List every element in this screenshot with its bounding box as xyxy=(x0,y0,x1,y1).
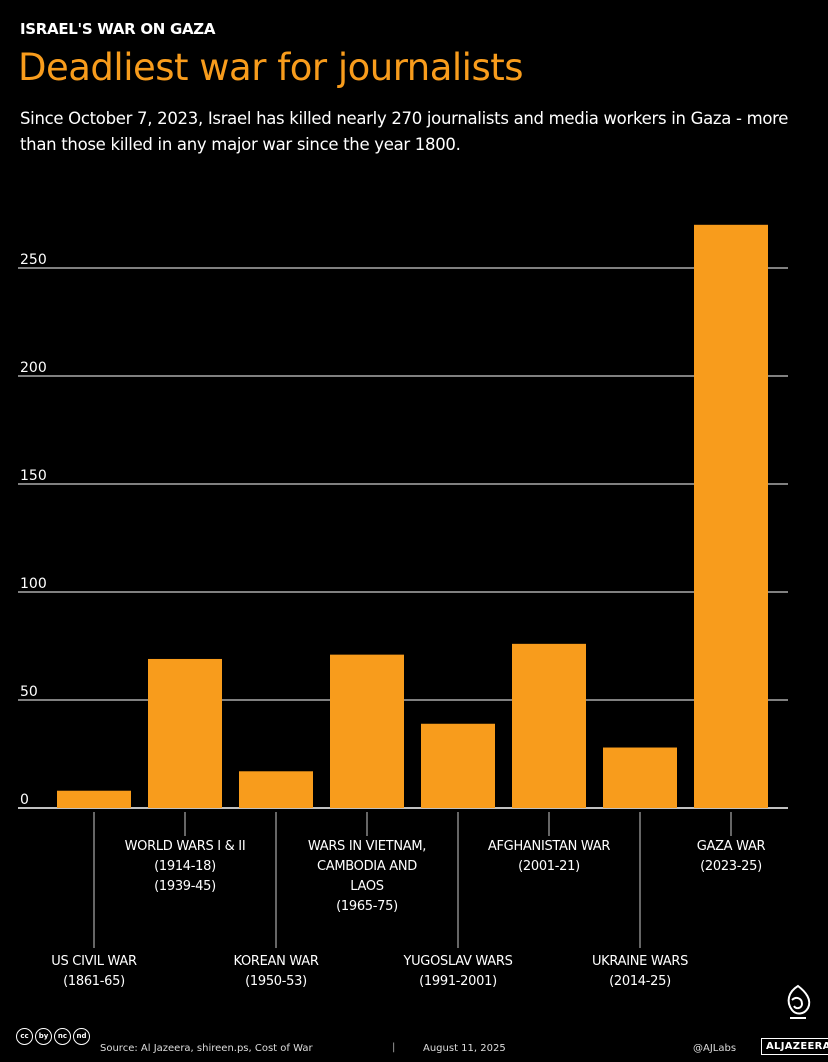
category-label-line: (2023-25) xyxy=(700,859,762,874)
category-label: WARS IN VIETNAM, CAMBODIA AND LAOS (1965-75… xyxy=(308,839,426,914)
y-tick-label: 50 xyxy=(20,684,38,700)
al-jazeera-logo-icon xyxy=(787,984,811,1019)
brand-label: ALJAZEERA xyxy=(761,1038,828,1055)
category-label-line: (1861-65) xyxy=(63,974,125,989)
category-label-line: (2001-21) xyxy=(518,859,580,874)
category-label: GAZA WAR (2023-25) xyxy=(697,839,766,874)
category-label-line: AFGHANISTAN WAR xyxy=(488,839,610,854)
cc-icon: cc xyxy=(16,1028,33,1045)
bar xyxy=(421,723,495,808)
y-tick-label: 250 xyxy=(20,252,47,268)
y-tick-label: 100 xyxy=(20,576,47,592)
category-label: YUGOSLAV WARS (1991-2001) xyxy=(402,954,512,989)
category-label-line: WARS IN VIETNAM, xyxy=(308,839,426,854)
y-tick-label: 0 xyxy=(20,792,29,808)
category-label: UKRAINE WARS (2014-25) xyxy=(592,954,688,989)
category-label-line: UKRAINE WARS xyxy=(592,954,688,969)
y-tick-label: 200 xyxy=(20,360,47,376)
category-label: WORLD WARS I & II (1914-18) (1939-45) xyxy=(125,839,246,894)
category-label-line: KOREAN WAR xyxy=(233,954,318,969)
bar xyxy=(603,747,677,808)
category-label-line: (2014-25) xyxy=(609,974,671,989)
category-label-line: (1991-2001) xyxy=(419,974,497,989)
handle-text: @AJLabs xyxy=(693,1043,737,1054)
license-icons: cc by nc nd xyxy=(16,1028,90,1045)
y-tick-label: 150 xyxy=(20,468,47,484)
category-label-line: YUGOSLAV WARS xyxy=(402,954,512,969)
bar xyxy=(57,790,131,808)
nd-icon: nd xyxy=(73,1028,90,1045)
category-label-line: WORLD WARS I & II xyxy=(125,839,246,854)
bar xyxy=(694,224,768,809)
bar xyxy=(330,654,404,808)
source-text: Source: Al Jazeera, shireen.ps, Cost of … xyxy=(100,1043,313,1054)
category-label-line: (1965-75) xyxy=(336,899,398,914)
bar xyxy=(512,643,586,808)
category-label-line: CAMBODIA AND xyxy=(317,859,417,874)
category-label-line: (1950-53) xyxy=(245,974,307,989)
category-label-line: LAOS xyxy=(350,879,384,894)
bar-chart: 0 50 100 150 200 250 US CIVIL WAR (1861-65) WORL… xyxy=(18,224,788,989)
nc-icon: nc xyxy=(54,1028,71,1045)
separator: | xyxy=(392,1042,396,1053)
chart-subtitle: Since October 7, 2023, Israel has killed… xyxy=(20,109,789,154)
category-label-line: GAZA WAR xyxy=(697,839,766,854)
date-text: August 11, 2025 xyxy=(423,1043,506,1054)
bar xyxy=(239,771,313,808)
footer: cc by nc nd Source: Al Jazeera, shireen.… xyxy=(0,984,828,1062)
category-label-line: (1914-18) xyxy=(154,859,216,874)
category-label-line: US CIVIL WAR xyxy=(51,954,137,969)
kicker: ISRAEL'S WAR ON GAZA xyxy=(20,20,216,38)
category-label: US CIVIL WAR (1861-65) xyxy=(51,954,137,989)
chart-title: Deadliest war for journalists xyxy=(18,46,524,89)
by-icon: by xyxy=(35,1028,52,1045)
category-label: KOREAN WAR (1950-53) xyxy=(233,954,318,989)
category-label: AFGHANISTAN WAR (2001-21) xyxy=(488,839,610,874)
bar xyxy=(148,658,222,808)
category-label-line: (1939-45) xyxy=(154,879,216,894)
